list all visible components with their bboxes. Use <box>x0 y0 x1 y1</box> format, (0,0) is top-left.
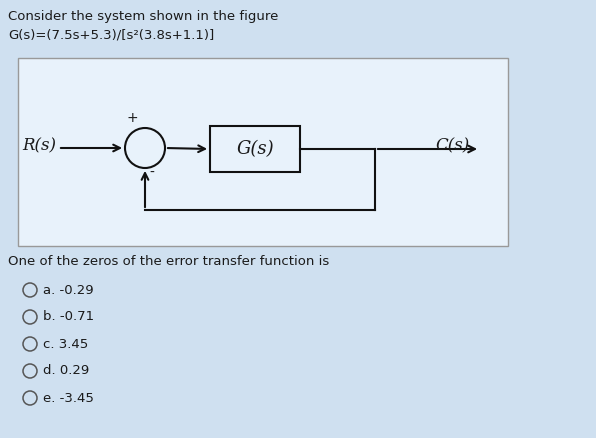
Text: G(s): G(s) <box>236 140 274 158</box>
Text: d. 0.29: d. 0.29 <box>43 364 89 378</box>
Bar <box>210 126 300 172</box>
Text: G(s)=(7.5s+5.3)/[s²(3.8s+1.1)]: G(s)=(7.5s+5.3)/[s²(3.8s+1.1)] <box>8 28 214 41</box>
Text: c. 3.45: c. 3.45 <box>43 338 88 350</box>
Text: e. -3.45: e. -3.45 <box>43 392 94 405</box>
Text: +: + <box>127 111 139 125</box>
Text: C(s): C(s) <box>435 138 469 155</box>
Text: b. -0.71: b. -0.71 <box>43 311 94 324</box>
Text: a. -0.29: a. -0.29 <box>43 283 94 297</box>
Text: Consider the system shown in the figure: Consider the system shown in the figure <box>8 10 278 23</box>
Bar <box>18 58 508 246</box>
Text: R(s): R(s) <box>22 138 56 155</box>
Text: One of the zeros of the error transfer function is: One of the zeros of the error transfer f… <box>8 255 329 268</box>
Text: -: - <box>149 166 154 180</box>
